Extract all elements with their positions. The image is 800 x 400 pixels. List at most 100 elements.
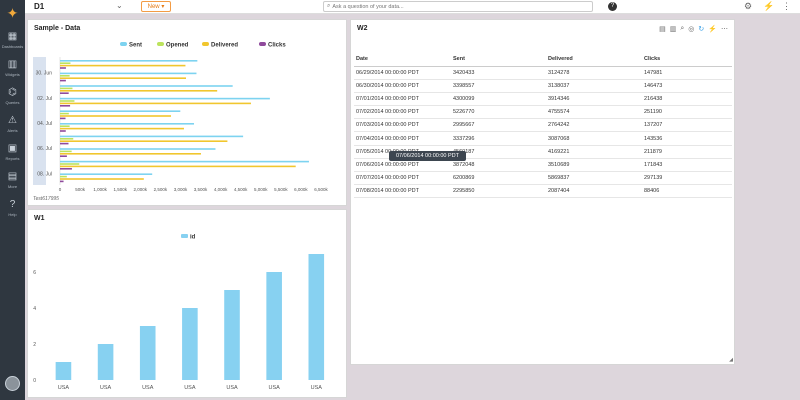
table-cell[interactable]: 3138037	[546, 79, 642, 93]
bar[interactable]	[60, 117, 66, 120]
table-cell[interactable]: 07/06/2014 00:00:00 PDT	[354, 158, 451, 173]
legend-label[interactable]: Clicks	[268, 43, 286, 49]
table-row[interactable]: 06/30/2014 00:00:00 PDT 3398557 3138037 146…	[354, 79, 732, 93]
bar[interactable]	[60, 138, 74, 140]
bar[interactable]	[60, 175, 67, 178]
table-cell[interactable]: 07/01/2014 00:00:00 PDT	[354, 92, 451, 107]
bolt-icon[interactable]: ⚡	[708, 26, 717, 33]
table-cell[interactable]: 88406	[642, 184, 732, 199]
bar[interactable]	[60, 123, 195, 125]
bar[interactable]	[60, 87, 73, 90]
bar[interactable]	[60, 110, 181, 112]
table-cell[interactable]: 07/04/2014 00:00:00 PDT	[354, 131, 451, 146]
table-cell[interactable]: 4169221	[546, 145, 642, 159]
bar[interactable]	[60, 62, 71, 64]
table-cell[interactable]: 146473	[642, 79, 732, 93]
table-cell[interactable]: 07/07/2014 00:00:00 PDT	[354, 171, 451, 186]
bar[interactable]	[60, 180, 64, 183]
bar[interactable]	[139, 326, 156, 380]
table-cell[interactable]: 251190	[642, 105, 732, 120]
bulb-icon[interactable]: ◎	[688, 26, 695, 33]
bar[interactable]	[224, 290, 240, 380]
table-row[interactable]: 07/07/2014 00:00:00 PDT 6200869 5869837 297…	[354, 171, 732, 186]
table-cell[interactable]: 137207	[642, 118, 732, 133]
bar[interactable]	[60, 142, 69, 145]
table-cell[interactable]: 2295850	[451, 184, 546, 199]
table-row[interactable]: 06/29/2014 00:00:00 PDT 3420433 3124278 147…	[354, 66, 732, 80]
table-cell[interactable]: 2764242	[546, 118, 642, 133]
legend-label[interactable]: Opened	[166, 43, 189, 49]
column-header[interactable]: Clicks	[642, 53, 732, 67]
table-cell[interactable]: 143536	[642, 131, 732, 146]
table-row[interactable]: 07/06/2014 00:00:00 PDT 3872048 3510689 171…	[354, 158, 732, 173]
chart-view-icon[interactable]: ▥	[669, 26, 677, 33]
bar[interactable]	[60, 102, 251, 105]
app-logo-icon[interactable]: ✦	[6, 4, 19, 21]
table-row[interactable]: 07/02/2014 00:00:00 PDT 5226770 4755574 251…	[354, 105, 732, 120]
bar[interactable]	[60, 148, 216, 150]
bar[interactable]	[60, 127, 184, 130]
sidebar-item-reports[interactable]: ▣ Reports	[0, 138, 25, 166]
bar[interactable]	[308, 254, 325, 380]
resize-handle-icon[interactable]: ◢	[729, 357, 733, 363]
dashboard-title[interactable]: D1	[34, 2, 45, 11]
bar[interactable]	[182, 308, 198, 380]
table-cell[interactable]: 07/03/2014 00:00:00 PDT	[354, 118, 451, 133]
table-cell[interactable]: 5226770	[451, 105, 546, 120]
table-cell[interactable]: 4755574	[546, 105, 642, 120]
bar[interactable]	[60, 112, 69, 115]
table-cell[interactable]: 297139	[642, 171, 732, 186]
table-row[interactable]: 07/08/2014 00:00:00 PDT 2295850 2087404 884…	[354, 184, 732, 199]
bar[interactable]	[60, 85, 233, 87]
table-cell[interactable]: 211879	[642, 145, 732, 159]
more-icon[interactable]: ⋯	[721, 26, 728, 33]
table-row[interactable]: 07/01/2014 00:00:00 PDT 4300099 3914346 216…	[354, 92, 732, 107]
sidebar-item-widgets[interactable]: ▥ Widgets	[0, 54, 25, 82]
sidebar-item-dashboards[interactable]: ▦ Dashboards	[0, 26, 25, 54]
table-cell[interactable]: 3914346	[546, 92, 642, 107]
bar[interactable]	[60, 160, 309, 163]
table-cell[interactable]: 07/02/2014 00:00:00 PDT	[354, 105, 451, 120]
bar[interactable]	[60, 105, 71, 107]
more-vert-icon[interactable]: ⋮	[782, 1, 791, 11]
bar[interactable]	[60, 60, 198, 62]
bar[interactable]	[60, 90, 218, 92]
chevron-down-icon[interactable]: ⌄	[116, 1, 123, 10]
bar[interactable]	[60, 79, 66, 82]
bar[interactable]	[60, 140, 228, 142]
table-row[interactable]: 07/03/2014 00:00:00 PDT 2995667 2764242 137…	[354, 118, 732, 133]
table-cell[interactable]: 06/30/2014 00:00:00 PDT	[354, 79, 451, 93]
column-header[interactable]: Delivered	[546, 53, 642, 67]
bar[interactable]	[60, 173, 153, 175]
table-cell[interactable]: 216438	[642, 92, 732, 107]
gear-icon[interactable]: ⚙	[744, 1, 753, 11]
bar[interactable]	[60, 72, 197, 75]
bar[interactable]	[60, 168, 72, 170]
bar[interactable]	[60, 115, 171, 117]
bar[interactable]	[55, 362, 72, 380]
legend-label[interactable]: id	[190, 235, 196, 241]
bar[interactable]	[60, 155, 67, 157]
new-button[interactable]: New ▾	[141, 1, 171, 12]
avatar[interactable]	[5, 376, 20, 391]
bar[interactable]	[60, 77, 187, 79]
bar[interactable]	[60, 130, 66, 132]
bar[interactable]	[97, 344, 114, 380]
bar[interactable]	[60, 97, 270, 100]
bolt-icon[interactable]: ⚡	[763, 1, 775, 11]
table-cell[interactable]: 3420433	[451, 66, 546, 80]
search-icon[interactable]: ⌕	[680, 25, 685, 32]
sidebar-item-queries[interactable]: ⌬ Queries	[0, 82, 25, 110]
bar[interactable]	[60, 125, 70, 127]
sidebar-item-more[interactable]: ▤ More	[0, 166, 25, 194]
table-cell[interactable]: 07/08/2014 00:00:00 PDT	[354, 184, 451, 199]
ask-search-box[interactable]: ⌕	[323, 1, 593, 12]
table-cell[interactable]: 2087404	[546, 184, 642, 199]
bar[interactable]	[60, 153, 201, 155]
bar[interactable]	[60, 67, 66, 69]
table-cell[interactable]: 3124278	[546, 66, 642, 80]
table-cell[interactable]: 147981	[642, 66, 732, 80]
range-selector[interactable]	[33, 57, 46, 185]
table-view-icon[interactable]: ▤	[659, 26, 666, 33]
legend-label[interactable]: Sent	[129, 43, 142, 49]
